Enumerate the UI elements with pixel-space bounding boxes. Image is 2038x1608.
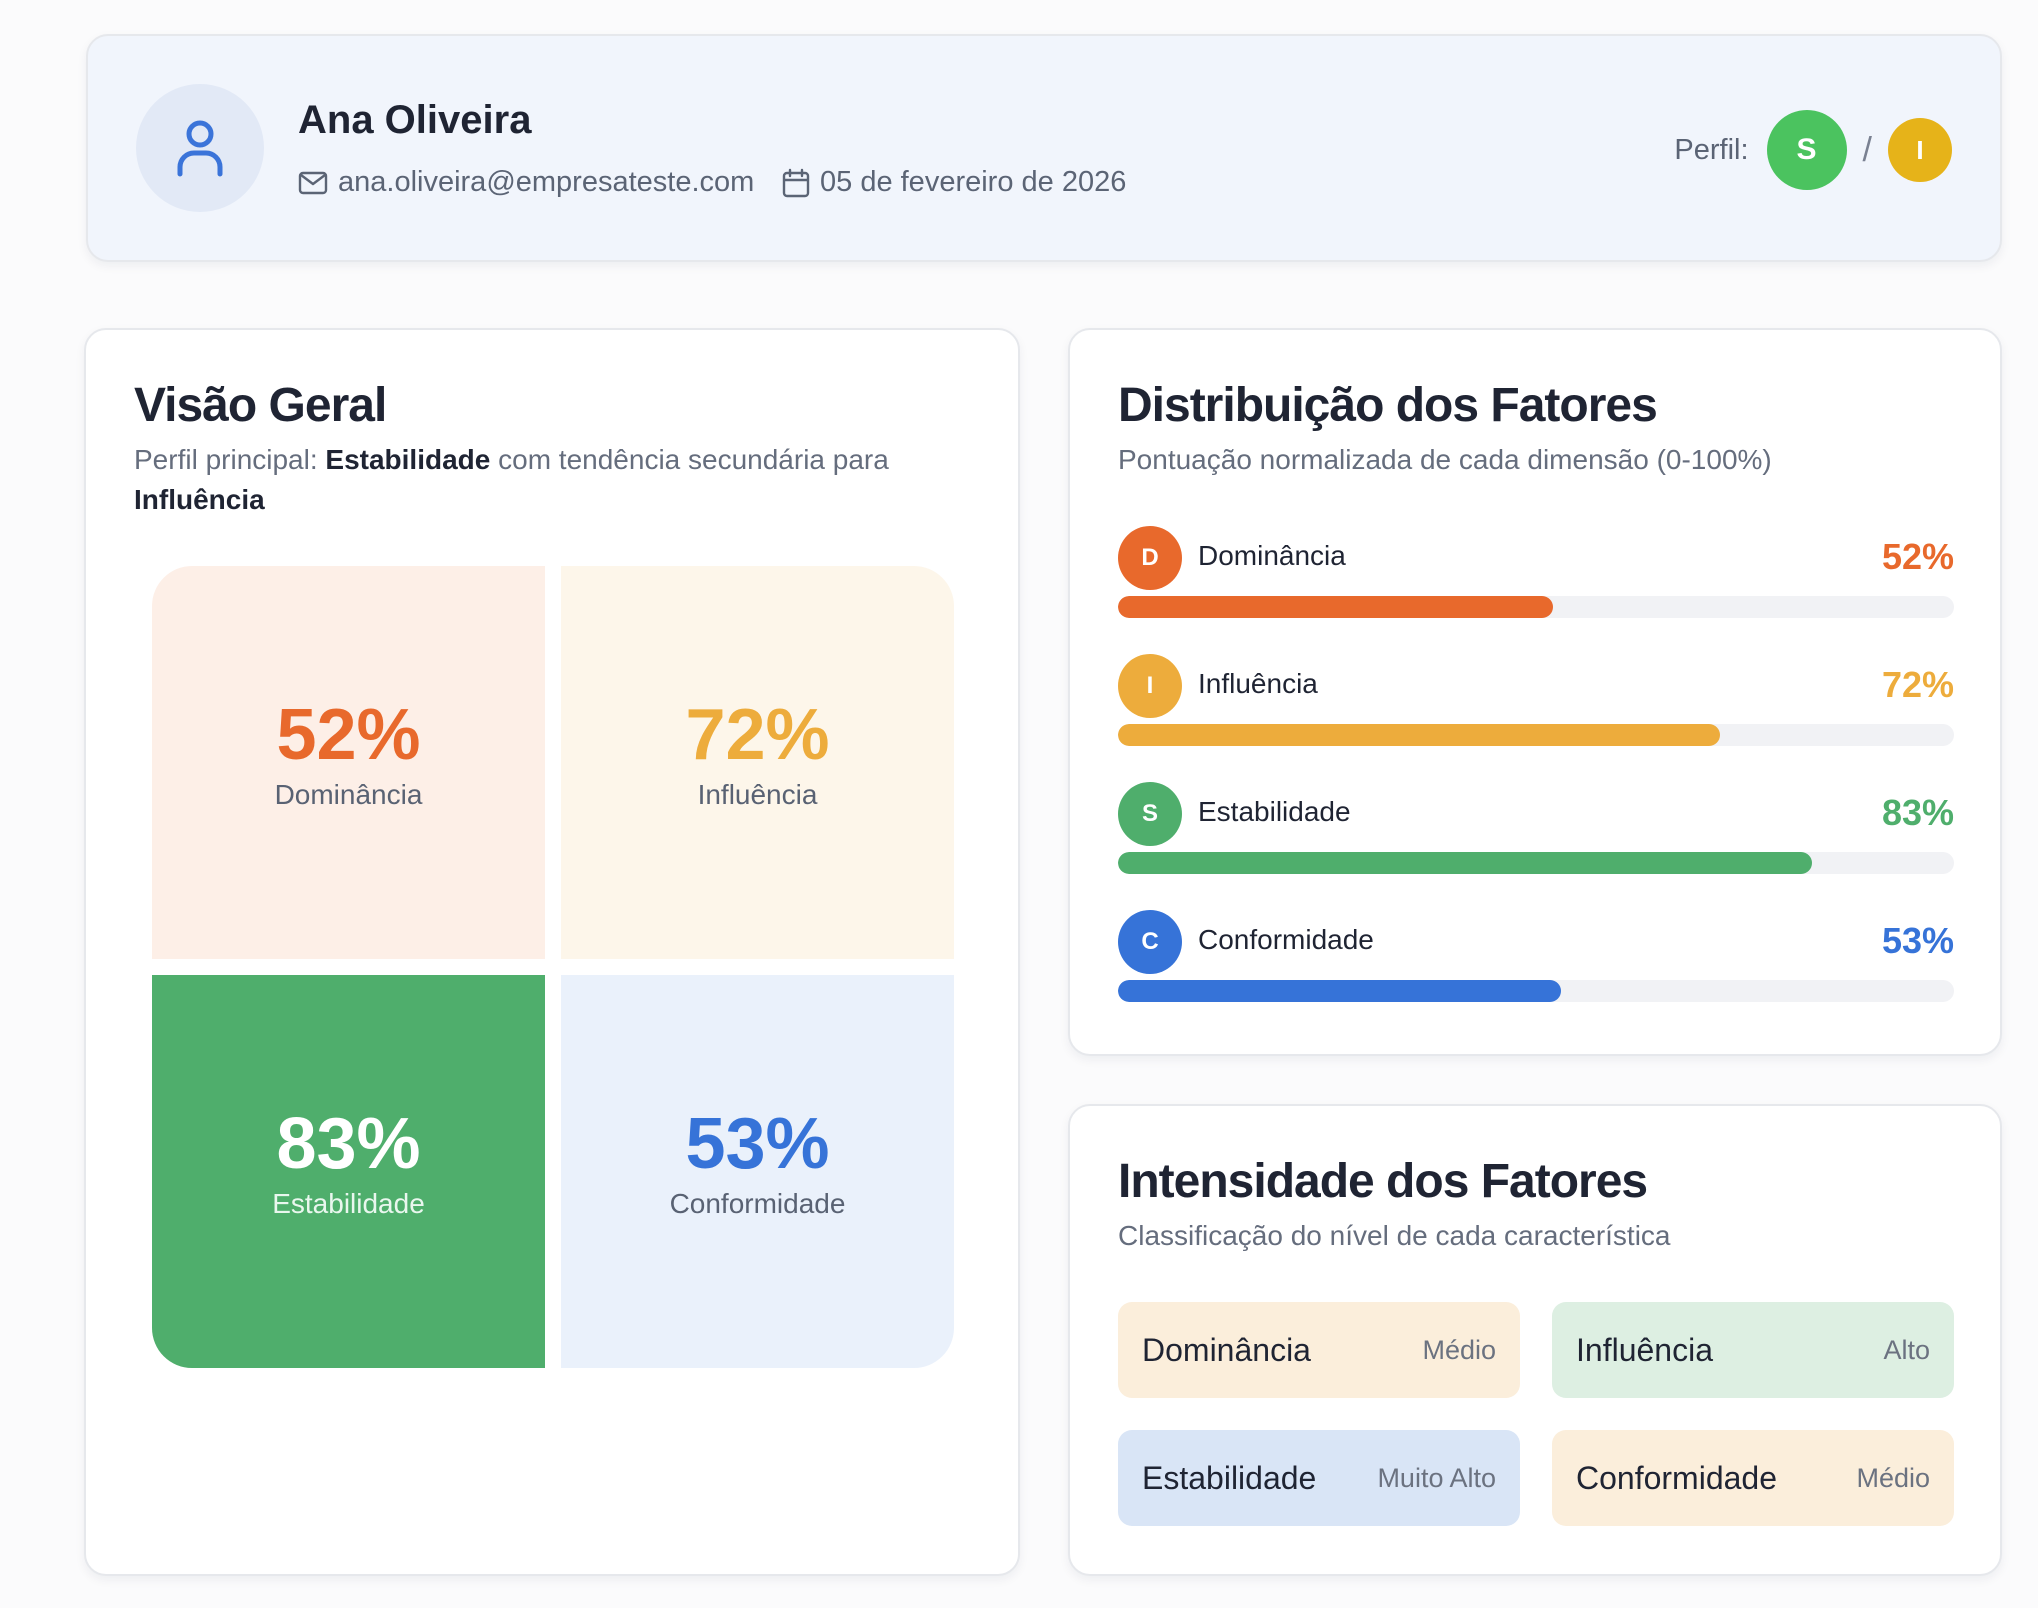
calendar-icon (782, 168, 810, 197)
factor-row-influence: I Influência 72% (1118, 654, 1954, 758)
factor-pct-conformity: 53% (1881, 920, 1954, 961)
user-email-text: ana.oliveira@empresateste.com (338, 166, 755, 198)
intensity-level-dominance: Médio (1422, 1334, 1496, 1365)
factor-name-conformity: Conformidade (1198, 924, 1374, 955)
factor-bar-fill-conformity (1118, 980, 1562, 1002)
intensity-factor-stability: Estabilidade (1142, 1459, 1317, 1496)
assessment-date: 05 de fevereiro de 2026 (782, 166, 1126, 199)
user-email: ana.oliveira@empresateste.com (298, 166, 754, 199)
quadrant-dominance-pct: 52% (276, 694, 421, 775)
overview-secondary-factor: Influência (134, 484, 265, 515)
profile-summary: Perfil: S / I (1674, 110, 1952, 190)
mail-icon (298, 171, 328, 194)
intensity-factor-conformity: Conformidade (1576, 1459, 1777, 1496)
factor-pct-influence: 72% (1881, 664, 1954, 705)
quadrant-conformity: 53% Conformidade (561, 975, 954, 1368)
factor-bar-track-stability (1118, 852, 1954, 874)
quadrant-conformity-label: Conformidade (669, 1187, 846, 1219)
factor-name-stability: Estabilidade (1198, 796, 1351, 827)
disc-quadrant-grid: 52% Dominância 72% Influência 83% Estabi… (152, 566, 954, 1368)
factor-pct-dominance: 52% (1881, 536, 1954, 577)
quadrant-stability-pct: 83% (276, 1103, 421, 1184)
distribution-subtitle: Pontuação normalizada de cada dimensão (… (1118, 444, 1772, 475)
profile-primary-badge: S (1766, 110, 1847, 190)
intensity-item-stability: Estabilidade Muito Alto (1118, 1430, 1520, 1526)
overview-subtitle: Perfil principal: Estabilidade com tendê… (134, 440, 974, 520)
factor-name-influence: Influência (1198, 668, 1318, 699)
intensity-level-stability: Muito Alto (1377, 1462, 1496, 1493)
distribution-card: Distribuição dos Fatores Pontuação norma… (1068, 328, 2002, 1056)
factor-badge-dominance: D (1118, 526, 1182, 590)
factor-badge-conformity: C (1118, 910, 1182, 974)
factor-badge-stability: S (1118, 782, 1182, 846)
factor-badge-influence: I (1118, 654, 1182, 718)
intensity-factor-influence: Influência (1576, 1331, 1713, 1368)
factor-row-stability: S Estabilidade 83% (1118, 782, 1954, 886)
intensity-level-influence: Alto (1883, 1334, 1930, 1365)
intensity-item-influence: Influência Alto (1552, 1302, 1954, 1398)
factor-bar-fill-dominance (1118, 596, 1553, 618)
user-icon (177, 120, 223, 177)
intensity-card: Intensidade dos Fatores Classificação do… (1068, 1104, 2002, 1576)
factor-bar-track-dominance (1118, 596, 1954, 618)
profile-secondary-badge: I (1888, 118, 1952, 182)
avatar (136, 84, 264, 212)
assessment-date-text: 05 de fevereiro de 2026 (820, 166, 1127, 198)
factor-bar-fill-stability (1118, 852, 1812, 874)
factor-row-conformity: C Conformidade 53% (1118, 910, 1954, 1014)
quadrant-dominance-label: Dominância (274, 778, 423, 810)
profile-separator: / (1862, 130, 1872, 169)
overview-card: Visão Geral Perfil principal: Estabilida… (84, 328, 1020, 1576)
quadrant-stability: 83% Estabilidade (152, 975, 545, 1368)
quadrant-influence-label: Influência (697, 778, 818, 810)
factor-name-dominance: Dominância (1198, 540, 1346, 571)
profile-header-card: Ana Oliveira ana.oliveira@empresateste.c… (86, 34, 2002, 262)
distribution-title: Distribuição dos Fatores (1118, 379, 1658, 432)
intensity-factor-dominance: Dominância (1142, 1331, 1311, 1368)
user-name: Ana Oliveira (298, 98, 532, 142)
quadrant-dominance: 52% Dominância (152, 566, 545, 959)
quadrant-influence: 72% Influência (561, 566, 954, 959)
overview-subtitle-middle: com tendência secundária para (490, 444, 889, 475)
quadrant-stability-label: Estabilidade (272, 1187, 425, 1219)
quadrant-influence-pct: 72% (685, 694, 830, 775)
factor-pct-stability: 83% (1881, 792, 1954, 833)
intensity-title: Intensidade dos Fatores (1118, 1155, 1648, 1208)
factor-bar-fill-influence (1118, 724, 1720, 746)
factor-bar-track-influence (1118, 724, 1954, 746)
overview-subtitle-prefix: Perfil principal: (134, 444, 326, 475)
intensity-level-conformity: Médio (1856, 1462, 1930, 1493)
factor-row-dominance: D Dominância 52% (1118, 526, 1954, 630)
overview-primary-factor: Estabilidade (325, 444, 491, 475)
overview-title: Visão Geral (134, 379, 387, 432)
quadrant-conformity-pct: 53% (685, 1103, 830, 1184)
factor-bar-track-conformity (1118, 980, 1954, 1002)
intensity-item-conformity: Conformidade Médio (1552, 1430, 1954, 1526)
intensity-subtitle: Classificação do nível de cada caracterí… (1118, 1220, 1671, 1251)
intensity-item-dominance: Dominância Médio (1118, 1302, 1520, 1398)
profile-label: Perfil: (1674, 133, 1749, 166)
